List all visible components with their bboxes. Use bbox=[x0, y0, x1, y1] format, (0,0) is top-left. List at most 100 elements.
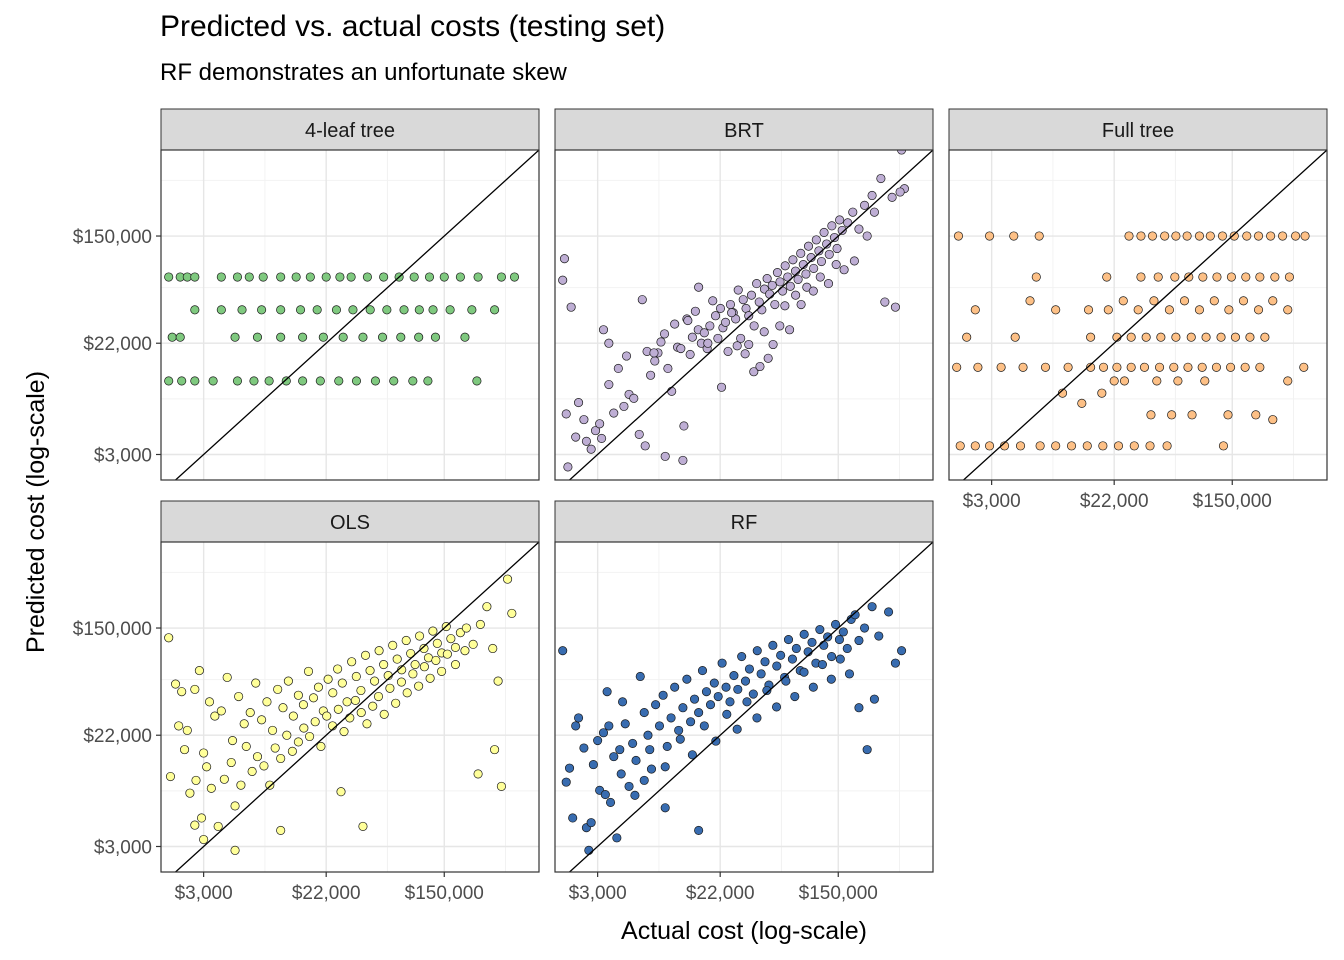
data-point bbox=[1242, 231, 1252, 241]
data-point bbox=[826, 674, 836, 684]
data-point bbox=[793, 274, 803, 284]
data-point bbox=[807, 637, 817, 647]
data-point bbox=[318, 332, 328, 342]
panel-border bbox=[160, 541, 540, 873]
facet-label: BRT bbox=[724, 120, 764, 142]
data-point bbox=[1162, 441, 1172, 451]
data-point bbox=[1224, 305, 1234, 315]
data-point bbox=[756, 669, 766, 679]
data-point bbox=[790, 691, 800, 702]
data-point bbox=[616, 769, 626, 779]
data-point bbox=[659, 329, 670, 339]
data-point bbox=[490, 745, 500, 755]
data-point bbox=[234, 691, 244, 702]
data-point bbox=[414, 305, 424, 315]
panel-border bbox=[554, 149, 934, 481]
data-point bbox=[639, 708, 649, 718]
data-point bbox=[1149, 296, 1159, 306]
data-point bbox=[1155, 362, 1165, 372]
data-point bbox=[1187, 410, 1197, 420]
data-point bbox=[568, 813, 578, 823]
data-point bbox=[408, 669, 418, 679]
data-point bbox=[351, 671, 361, 682]
data-point bbox=[350, 695, 360, 706]
data-point bbox=[1255, 362, 1265, 372]
data-point bbox=[190, 305, 200, 315]
data-point bbox=[630, 790, 640, 800]
data-point bbox=[472, 376, 482, 386]
data-point bbox=[780, 261, 790, 271]
data-point bbox=[744, 664, 754, 674]
data-point bbox=[801, 269, 811, 279]
data-point bbox=[740, 349, 750, 359]
data-point bbox=[408, 376, 418, 386]
data-point bbox=[347, 657, 357, 667]
data-point bbox=[666, 713, 676, 723]
data-point bbox=[609, 408, 619, 418]
data-point bbox=[1253, 231, 1264, 241]
data-point bbox=[1124, 231, 1134, 241]
data-point bbox=[780, 301, 790, 311]
data-point bbox=[370, 676, 380, 686]
data-point bbox=[293, 737, 303, 747]
data-point bbox=[746, 290, 757, 300]
data-point bbox=[717, 382, 727, 392]
facet-panel: Full tree $3,000 $22,000 $150,000 bbox=[948, 108, 1328, 512]
data-point bbox=[725, 697, 735, 707]
data-point bbox=[356, 708, 366, 718]
data-point bbox=[834, 635, 844, 645]
data-point bbox=[574, 713, 584, 723]
data-point bbox=[216, 272, 226, 282]
data-point bbox=[337, 678, 347, 688]
data-point bbox=[182, 272, 192, 282]
data-point bbox=[721, 682, 731, 692]
data-point bbox=[667, 386, 677, 396]
data-point bbox=[237, 305, 247, 315]
point-layer bbox=[952, 231, 1310, 451]
data-point bbox=[423, 376, 433, 386]
data-point bbox=[293, 690, 303, 700]
data-point bbox=[323, 674, 333, 684]
x-tick-label: $150,000 bbox=[1193, 491, 1272, 512]
data-point bbox=[216, 305, 226, 315]
data-point bbox=[396, 332, 406, 342]
data-point bbox=[815, 624, 825, 635]
data-point bbox=[618, 697, 628, 707]
data-point bbox=[1229, 231, 1239, 241]
data-point bbox=[244, 272, 254, 282]
data-point bbox=[643, 730, 653, 740]
data-point bbox=[377, 332, 388, 342]
data-point bbox=[345, 713, 355, 723]
data-point bbox=[869, 207, 879, 217]
data-point bbox=[1145, 441, 1155, 451]
data-point bbox=[849, 256, 859, 266]
data-point bbox=[703, 338, 713, 348]
data-point bbox=[952, 362, 962, 372]
data-point bbox=[827, 652, 837, 662]
data-point bbox=[564, 763, 575, 773]
data-point bbox=[239, 719, 249, 729]
data-point bbox=[824, 249, 834, 259]
data-point bbox=[842, 643, 852, 654]
data-point bbox=[251, 678, 261, 688]
data-point bbox=[1147, 231, 1158, 241]
data-point bbox=[488, 643, 498, 654]
data-point bbox=[785, 325, 795, 335]
data-point bbox=[236, 780, 246, 790]
data-point bbox=[1113, 441, 1124, 451]
data-point bbox=[199, 834, 209, 845]
data-point bbox=[230, 801, 240, 811]
data-point bbox=[1268, 296, 1278, 306]
data-point bbox=[602, 687, 612, 697]
data-point bbox=[737, 652, 747, 662]
data-point bbox=[202, 762, 212, 772]
data-point bbox=[276, 305, 286, 315]
data-point bbox=[876, 173, 886, 184]
data-point bbox=[346, 272, 356, 282]
data-point bbox=[597, 433, 607, 443]
data-point bbox=[401, 635, 411, 646]
data-point bbox=[725, 299, 736, 310]
data-point bbox=[838, 627, 848, 637]
data-point bbox=[1097, 388, 1107, 398]
data-point bbox=[1218, 441, 1228, 451]
